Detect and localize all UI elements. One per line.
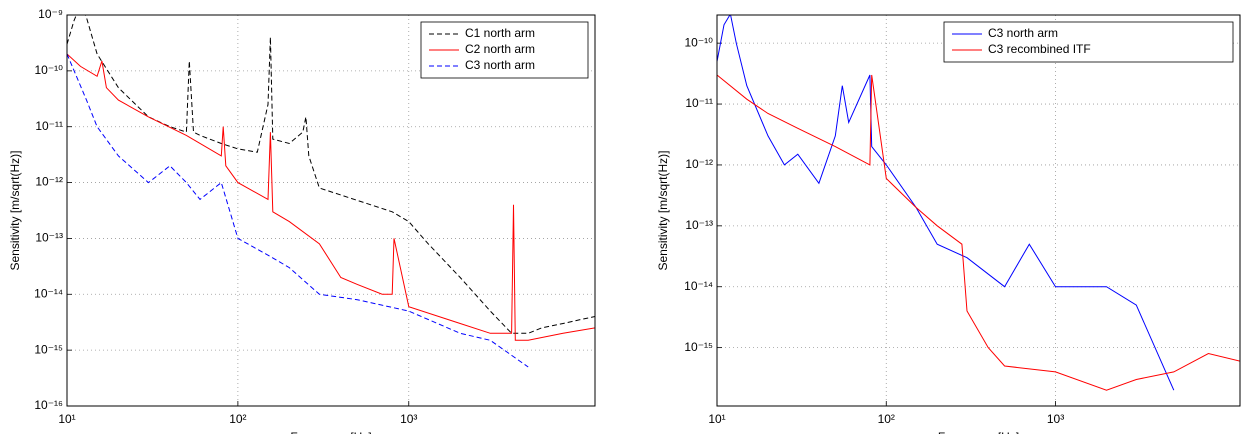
y-tick-label: 10⁻¹⁶ <box>34 398 63 412</box>
plot-area <box>717 15 1240 391</box>
data-line <box>67 53 529 368</box>
y-tick-label: 10⁻¹¹ <box>35 119 63 133</box>
x-tick-label: 10¹ <box>58 412 75 426</box>
y-axis-label: Sensitivity [m/sqrt(Hz)] <box>8 150 22 270</box>
y-tick-label: 10⁻¹⁰ <box>685 35 714 49</box>
x-tick-label: 10² <box>229 412 246 426</box>
data-line <box>717 15 1175 391</box>
legend-label: C3 recombined ITF <box>988 42 1091 56</box>
y-tick-label: 10⁻¹² <box>685 157 713 171</box>
y-axis-label: Sensitivity [m/sqrt(Hz)] <box>656 150 670 270</box>
y-tick-label: 10⁻¹³ <box>685 218 713 232</box>
y-tick-label: 10⁻⁹ <box>38 7 63 21</box>
y-tick-label: 10⁻¹⁵ <box>34 342 63 356</box>
x-axis-label: Frequency [Hz] <box>938 430 1019 434</box>
x-axis-label: Frequency [Hz] <box>290 430 371 434</box>
data-line <box>67 15 595 334</box>
plot-area <box>67 15 595 368</box>
x-tick-label: 10³ <box>1047 412 1064 426</box>
plot-frame <box>66 14 596 407</box>
x-tick-label: 10² <box>878 412 895 426</box>
x-tick-label: 10³ <box>400 412 417 426</box>
y-tick-label: 10⁻¹⁴ <box>34 286 63 300</box>
legend-label: C2 north arm <box>465 42 535 56</box>
legend-label: C3 north arm <box>465 58 535 72</box>
y-tick-label: 10⁻¹⁰ <box>35 63 64 77</box>
legend-label: C3 north arm <box>988 26 1058 40</box>
y-tick-label: 10⁻¹⁵ <box>684 340 713 354</box>
legend-label: C1 north arm <box>465 26 535 40</box>
y-tick-label: 10⁻¹¹ <box>685 96 713 110</box>
plot-frame <box>716 14 1241 407</box>
data-line <box>717 74 1240 391</box>
data-line <box>67 53 595 341</box>
y-tick-label: 10⁻¹⁴ <box>684 279 713 293</box>
y-tick-label: 10⁻¹² <box>35 175 63 189</box>
y-tick-label: 10⁻¹³ <box>35 231 63 245</box>
x-tick-label: 10¹ <box>708 412 725 426</box>
legend-box <box>943 21 1234 63</box>
